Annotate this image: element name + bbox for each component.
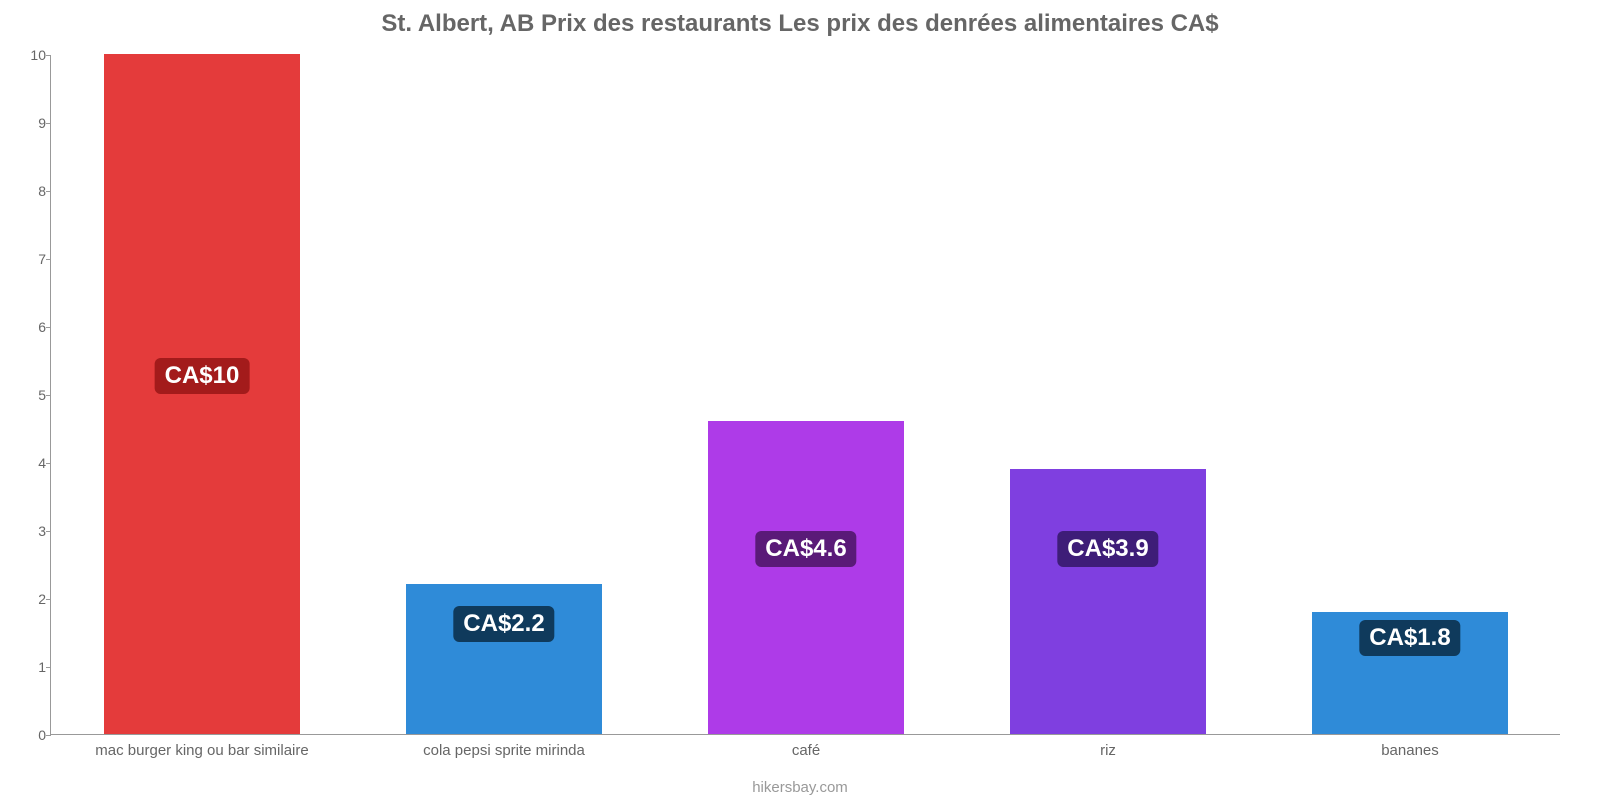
y-tick-mark (46, 735, 51, 736)
x-category-label: mac burger king ou bar similaire (59, 742, 346, 759)
y-tick-mark (46, 191, 51, 192)
y-tick-label: 2 (16, 591, 46, 607)
y-tick-mark (46, 55, 51, 56)
bar-value-badge: CA$3.9 (1057, 531, 1158, 567)
chart-footer: hikersbay.com (0, 779, 1600, 796)
x-category-label: café (663, 742, 950, 759)
y-tick-label: 0 (16, 727, 46, 743)
bar-value-badge: CA$2.2 (453, 606, 554, 642)
bar: CA$1.8 (1312, 612, 1508, 734)
x-category-label: cola pepsi sprite mirinda (361, 742, 648, 759)
y-tick-label: 5 (16, 387, 46, 403)
y-tick-mark (46, 327, 51, 328)
y-tick-label: 7 (16, 251, 46, 267)
y-tick-mark (46, 463, 51, 464)
y-tick-label: 8 (16, 183, 46, 199)
x-category-label: bananes (1267, 742, 1554, 759)
bar-value-badge: CA$10 (155, 358, 250, 394)
y-tick-mark (46, 599, 51, 600)
bar: CA$10 (104, 54, 300, 734)
x-category-label: riz (965, 742, 1252, 759)
y-tick-label: 4 (16, 455, 46, 471)
bar: CA$2.2 (406, 584, 602, 734)
chart-title: St. Albert, AB Prix des restaurants Les … (0, 0, 1600, 38)
y-tick-label: 6 (16, 319, 46, 335)
bar: CA$3.9 (1010, 469, 1206, 734)
y-tick-label: 9 (16, 115, 46, 131)
chart-plot-area: 012345678910CA$10mac burger king ou bar … (50, 55, 1560, 735)
bar-value-badge: CA$1.8 (1359, 620, 1460, 656)
y-tick-mark (46, 123, 51, 124)
y-tick-mark (46, 531, 51, 532)
y-tick-mark (46, 395, 51, 396)
y-tick-mark (46, 259, 51, 260)
y-tick-label: 3 (16, 523, 46, 539)
bar: CA$4.6 (708, 421, 904, 734)
y-tick-label: 1 (16, 659, 46, 675)
bar-value-badge: CA$4.6 (755, 531, 856, 567)
y-tick-label: 10 (16, 47, 46, 63)
y-tick-mark (46, 667, 51, 668)
